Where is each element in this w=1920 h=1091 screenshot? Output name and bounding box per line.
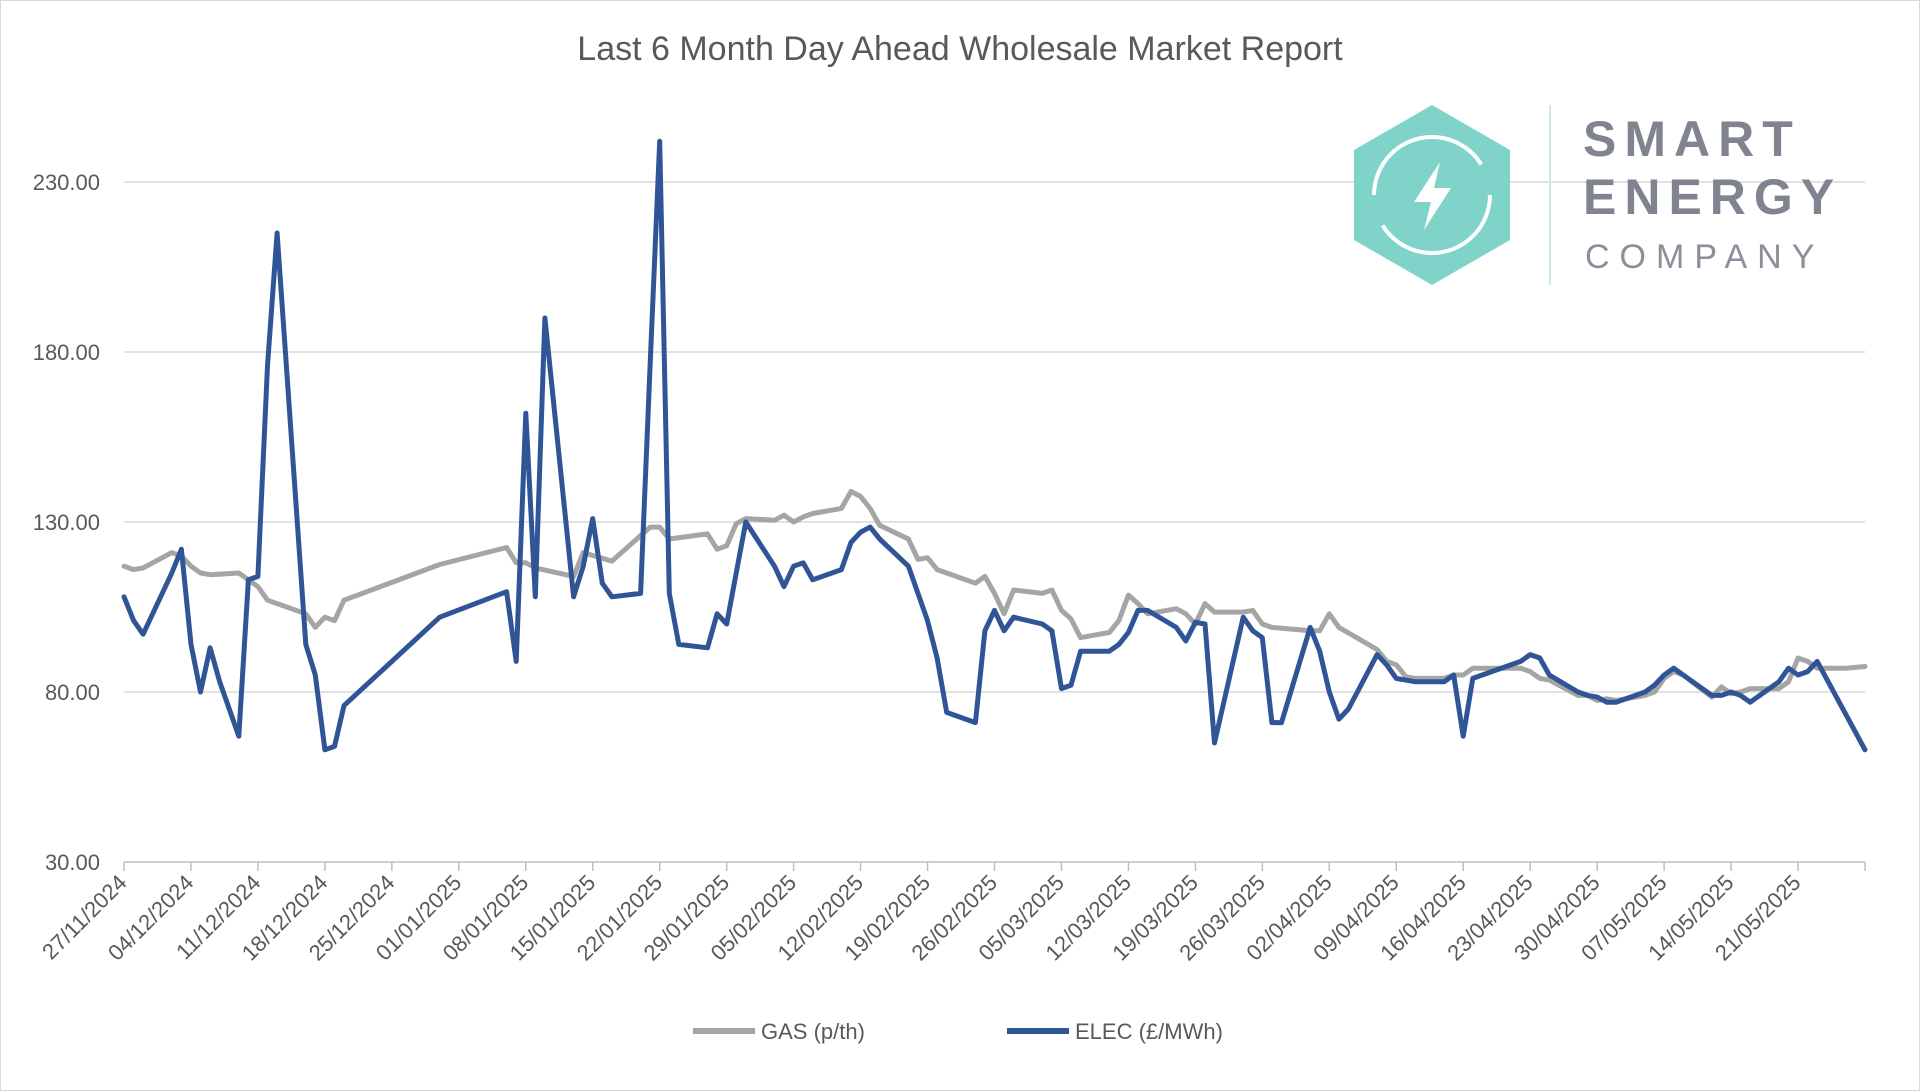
series-line-elec	[121, 138, 1868, 753]
y-tick-label: 30.00	[45, 850, 100, 875]
lightning-bolt-icon	[1414, 162, 1451, 230]
y-tick-label: 230.00	[33, 170, 100, 195]
smart-energy-logo: SMART ENERGY COMPANY	[1354, 105, 1842, 285]
legend: GAS (p/th) ELEC (£/MWh)	[693, 1019, 1223, 1044]
legend-label-elec: ELEC (£/MWh)	[1075, 1019, 1223, 1044]
x-axis-tick-labels: 27/11/202404/12/202411/12/202418/12/2024…	[37, 862, 1866, 965]
logo-ring	[1372, 135, 1492, 255]
y-axis-tick-labels: 230.00 180.00 130.00 80.00 30.00	[33, 170, 100, 875]
y-tick-label: 80.00	[45, 680, 100, 705]
logo-line-smart: SMART	[1583, 111, 1801, 167]
y-tick-label: 180.00	[33, 340, 100, 365]
logo-line-energy: ENERGY	[1583, 169, 1842, 225]
chart-title: Last 6 Month Day Ahead Wholesale Market …	[577, 30, 1343, 68]
series-lines	[121, 138, 1868, 753]
legend-label-gas: GAS (p/th)	[761, 1019, 865, 1044]
logo-line-company: COMPANY	[1585, 238, 1824, 276]
y-tick-label: 130.00	[33, 510, 100, 535]
